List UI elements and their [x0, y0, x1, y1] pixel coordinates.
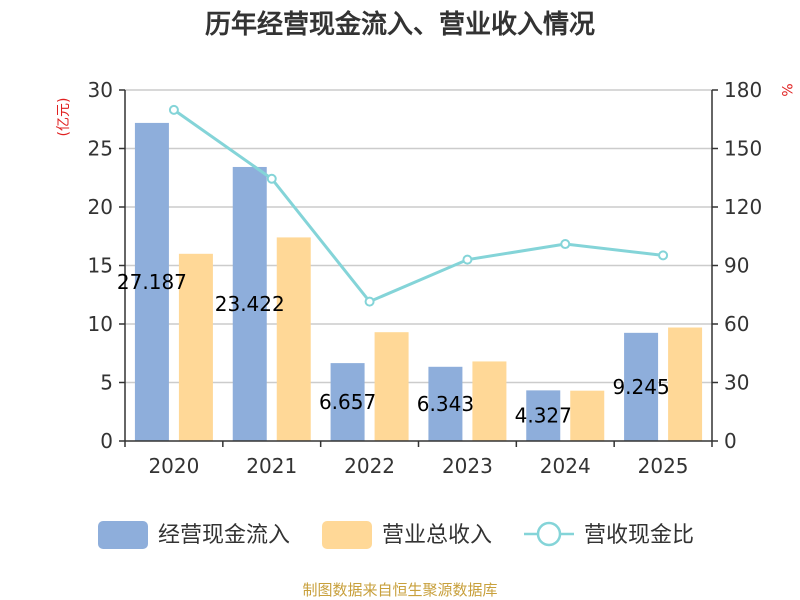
legend-label: 营业总收入 — [382, 523, 492, 548]
legend: 经营现金流入 营业总收入 营收现金比 — [98, 521, 694, 549]
bar-data-label: 23.422 — [215, 292, 285, 316]
chart-title: 历年经营现金流入、营业收入情况 — [205, 9, 595, 40]
left-axis-tick-label: 5 — [100, 371, 113, 395]
legend-label: 经营现金流入 — [158, 523, 290, 548]
legend-marker — [536, 521, 562, 547]
bars — [134, 122, 703, 442]
bar-data-label: 6.343 — [417, 392, 474, 416]
ratio-point — [462, 254, 473, 265]
bar — [374, 332, 409, 441]
bar-data-label: 27.187 — [117, 270, 187, 294]
bar — [668, 327, 703, 441]
bar — [276, 237, 311, 441]
ratio-point — [266, 173, 277, 184]
bar — [570, 390, 605, 441]
right-axis-tick-label: 0 — [724, 429, 737, 453]
x-axis-tick-label: 2023 — [442, 454, 493, 478]
right-axis-unit: % — [778, 83, 794, 96]
bar-labels: 27.187 23.422 6.657 6.343 4.327 9.245 — [117, 270, 670, 428]
source-note: 制图数据来自恒生聚源数据库 — [302, 581, 497, 599]
bar — [178, 253, 213, 441]
bar — [232, 166, 267, 442]
left-axis-tick-label: 20 — [88, 195, 113, 219]
ratio-polyline — [173, 108, 664, 304]
right-axis-tick-label: 180 — [724, 78, 762, 102]
grid — [125, 89, 712, 384]
bar — [134, 122, 169, 441]
bar — [624, 332, 659, 441]
left-axis-tick-label: 15 — [88, 254, 113, 278]
right-axis-tick-label: 60 — [724, 312, 749, 336]
bar — [428, 366, 463, 441]
left-axis-tick-label: 10 — [88, 312, 113, 336]
right-axis-tick-label: 150 — [724, 137, 762, 161]
ratio-point — [658, 250, 669, 261]
x-axis-tick-label: 2021 — [246, 454, 297, 478]
left-axis-tick-label: 25 — [88, 137, 113, 161]
right-axis-tick-label: 30 — [724, 371, 749, 395]
bar — [330, 363, 365, 441]
left-axis-tick-label: 0 — [100, 429, 113, 453]
ratio-line — [168, 104, 669, 307]
right-axis-tick-label: 120 — [724, 195, 762, 219]
right-axis-tick-label: 90 — [724, 254, 749, 278]
bar-data-label: 6.657 — [319, 390, 376, 414]
x-axis-tick-label: 2024 — [540, 454, 591, 478]
ratio-point — [168, 104, 179, 115]
ratio-point — [364, 296, 375, 307]
bar-data-label: 9.245 — [612, 375, 669, 399]
x-axis-tick-label: 2022 — [344, 454, 395, 478]
bar — [526, 390, 561, 441]
legend-label: 营收现金比 — [584, 523, 694, 548]
x-axis-tick-label: 2020 — [148, 454, 199, 478]
legend-swatch — [322, 521, 372, 549]
left-axis-tick-label: 30 — [88, 78, 113, 102]
x-axis-tick-label: 2025 — [638, 454, 689, 478]
left-axis-unit: (亿元) — [56, 98, 72, 137]
legend-swatch — [98, 521, 148, 549]
bar-data-label: 4.327 — [515, 404, 572, 428]
bar — [472, 361, 507, 441]
ratio-point — [560, 239, 571, 250]
